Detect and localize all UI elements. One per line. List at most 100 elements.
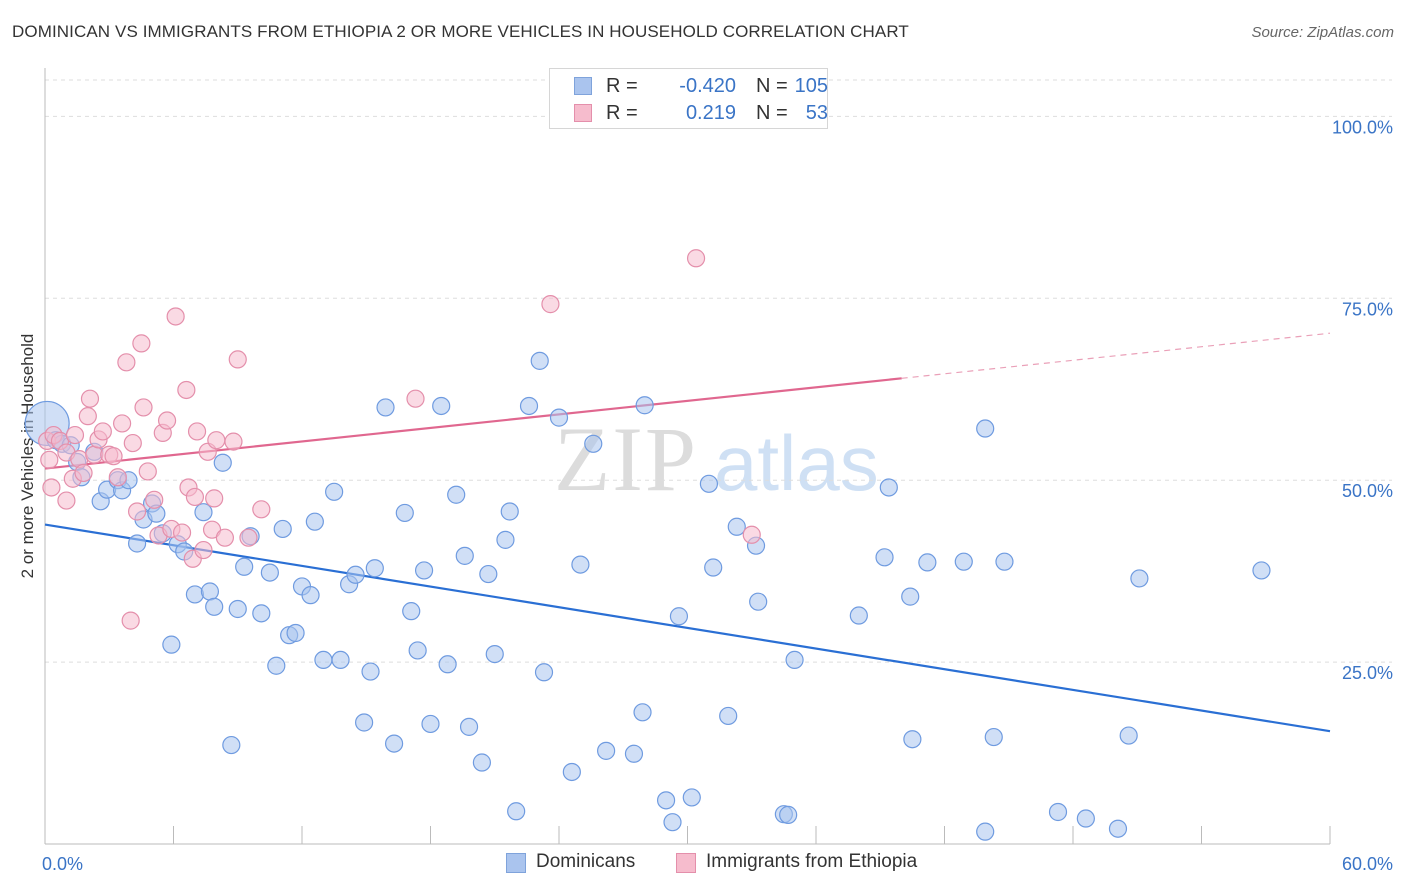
y-tick-label: 25.0% — [1342, 663, 1393, 683]
source-label: Source: ZipAtlas.com — [1251, 24, 1394, 41]
ethiopia-point — [252, 500, 271, 519]
ethiopia-point — [80, 389, 100, 408]
r-value: -0.420 — [679, 75, 736, 97]
y-tick-label: 100.0% — [1332, 117, 1393, 137]
ethiopia-point — [177, 380, 196, 400]
ethiopia-legend-swatch — [676, 853, 696, 873]
dominicans-point — [633, 703, 652, 722]
ethiopia-point — [112, 414, 132, 433]
dominicans-point — [984, 727, 1003, 747]
dominicans-point — [669, 607, 689, 626]
ethiopia-trend-extension — [901, 332, 1331, 379]
ethiopia-trend-line — [44, 377, 902, 470]
r-value: 0.219 — [685, 102, 736, 124]
n-value: 105 — [794, 75, 828, 97]
dominicans-point — [500, 502, 519, 521]
ethiopia-point — [121, 611, 140, 630]
ethiopia-point — [117, 353, 136, 372]
ethiopia-point — [145, 490, 164, 509]
dominicans-point — [355, 713, 374, 732]
dominicans-point — [1119, 726, 1138, 745]
dominicans-point — [1048, 802, 1068, 822]
dominicans-point — [447, 485, 466, 504]
dominicans-point — [205, 597, 224, 616]
dominicans-point — [472, 753, 491, 772]
dominicans-point — [1108, 819, 1128, 838]
ethiopia-point — [742, 525, 761, 544]
dominicans-point — [875, 548, 894, 567]
dominicans-point — [901, 587, 920, 606]
ethiopia-point — [207, 431, 226, 450]
dominicans-point — [519, 396, 539, 416]
dominicans-point — [260, 563, 279, 582]
dominicans-point — [395, 503, 414, 523]
dominicans-point — [903, 730, 922, 749]
ethiopia-point — [215, 528, 234, 547]
watermark-atlas: atlas — [714, 419, 879, 507]
ethiopia-point — [132, 334, 151, 353]
dominicans-point — [301, 586, 320, 605]
dominicans-point — [1076, 809, 1095, 828]
ethiopia-point — [205, 489, 224, 508]
dominicans-point — [376, 398, 395, 417]
n-label: N = — [756, 102, 788, 124]
ethiopia-point — [138, 462, 157, 481]
dominicans-point — [562, 762, 581, 782]
ethiopia-point — [185, 487, 205, 507]
dominicans-point — [571, 555, 590, 574]
ethiopia-point — [187, 422, 207, 441]
dominicans-point — [305, 512, 324, 531]
dominicans-swatch — [574, 77, 592, 95]
dominicans-point — [699, 474, 719, 493]
dominicans-point — [252, 604, 271, 623]
correlation-legend: R = -0.420 N = 105 R = 0.219 N = 53 — [549, 68, 828, 129]
ethiopia-point — [42, 478, 61, 497]
dominicans-point — [779, 805, 798, 824]
ethiopia-point — [134, 398, 153, 417]
dominicans-point — [127, 534, 147, 553]
dominicans-point — [286, 623, 305, 643]
ethiopia-point — [57, 491, 76, 510]
dominicans-point — [408, 641, 427, 660]
dominicans-point — [459, 717, 479, 736]
dominicans-point — [918, 553, 937, 572]
series-legend: Dominicans Immigrants from Ethiopia — [0, 851, 1406, 877]
dominicans-point — [727, 517, 746, 536]
dominicans-point — [624, 744, 644, 763]
dominicans-legend-swatch — [506, 853, 526, 873]
ethiopia-point — [172, 523, 192, 542]
dominicans-point — [549, 408, 569, 427]
dominicans-point — [749, 592, 768, 611]
dominicans-point — [162, 635, 181, 654]
dominicans-point — [597, 741, 616, 760]
dominicans-point — [402, 602, 421, 621]
dominicans-point — [954, 552, 973, 571]
dominicans-point — [879, 478, 898, 497]
dominicans-point — [414, 561, 434, 580]
ethiopia-point — [239, 528, 258, 547]
ethiopia-point — [93, 422, 112, 441]
dominicans-point — [635, 396, 654, 415]
dominicans-point — [682, 788, 701, 807]
dominicans-point — [273, 519, 292, 539]
dominicans-point — [438, 655, 457, 674]
ethiopia-point — [202, 520, 222, 539]
dominicans-point — [485, 644, 504, 664]
dominicans-point — [325, 482, 344, 501]
legend-label-ethiopia: Immigrants from Ethiopia — [706, 851, 918, 872]
r-label: R = — [606, 102, 638, 124]
dominicans-point — [785, 650, 804, 670]
dominicans-point — [267, 656, 286, 675]
ethiopia-point — [123, 433, 142, 453]
ethiopia-point — [40, 450, 59, 469]
r-label: R = — [606, 75, 638, 97]
ethiopia-swatch — [574, 104, 592, 122]
dominicans-point — [1252, 561, 1271, 580]
x-tick-label-min: 0.0% — [42, 854, 83, 874]
ethiopia-point — [157, 411, 177, 430]
dominicans-point — [228, 599, 247, 619]
dominicans-point — [496, 530, 515, 549]
y-tick-label: 50.0% — [1342, 481, 1393, 501]
dominicans-point — [200, 582, 220, 601]
